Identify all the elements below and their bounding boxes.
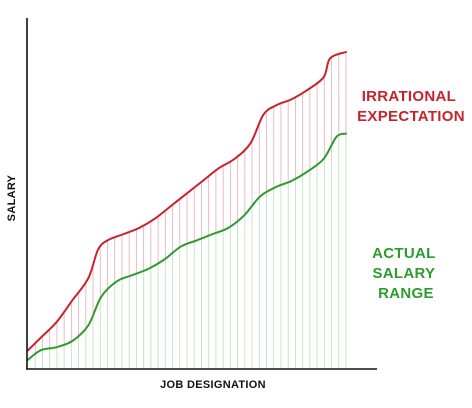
series-label-line: RANGE xyxy=(378,285,434,302)
series-label-line: SALARY xyxy=(372,265,435,282)
range-lines xyxy=(34,52,347,368)
series-paths xyxy=(27,51,347,361)
x-axis-label: JOB DESIGNATION xyxy=(160,379,266,391)
series-label-line: IRRATIONAL xyxy=(362,88,456,105)
actual-salary-range-line xyxy=(27,132,347,361)
irrational-expectation-line xyxy=(27,51,347,352)
y-axis-label: SALARY xyxy=(6,174,18,221)
series-label-line: EXPECTATION xyxy=(357,108,465,125)
series-label-irrational-expectation: IRRATIONAL EXPECTATION xyxy=(357,88,465,125)
series-label-line: ACTUAL xyxy=(372,245,435,262)
series-label-actual-salary-range: ACTUAL SALARY RANGE xyxy=(372,245,440,302)
